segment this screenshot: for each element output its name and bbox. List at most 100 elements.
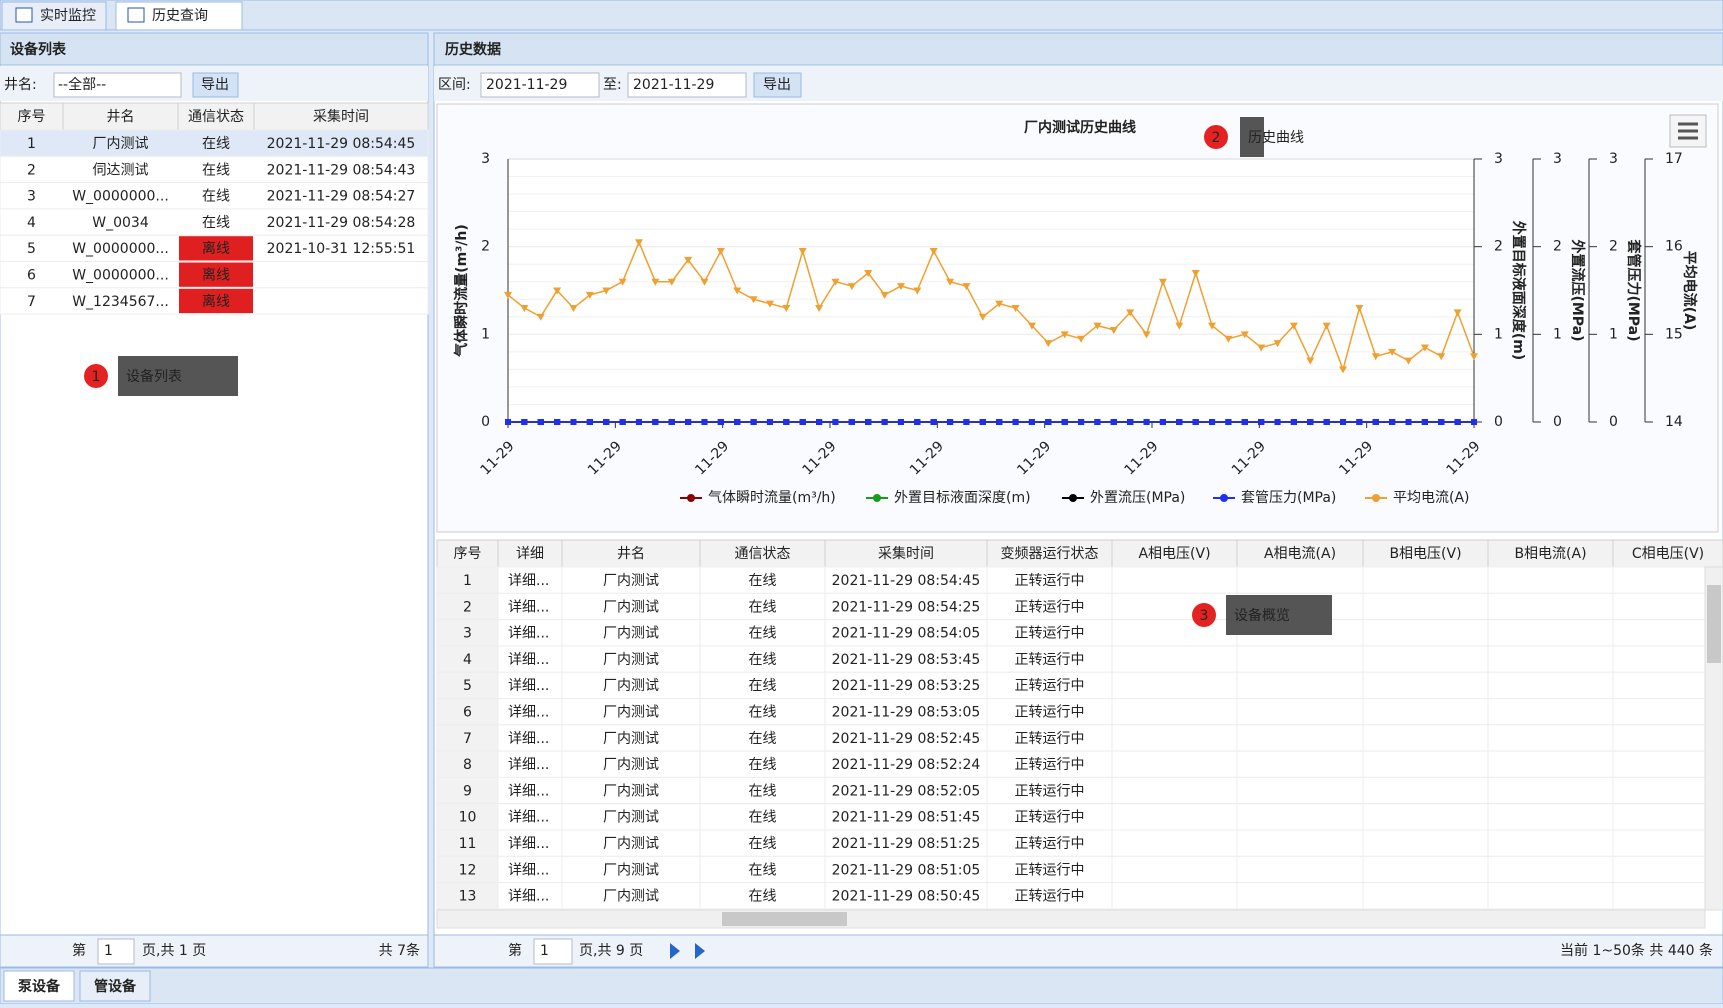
data-point bbox=[914, 419, 921, 425]
table-row[interactable] bbox=[436, 855, 1706, 884]
detail-link[interactable]: 详细... bbox=[508, 626, 549, 642]
cell: 在线 bbox=[202, 189, 230, 205]
table-row[interactable] bbox=[436, 724, 1706, 752]
detail-link[interactable]: 详细... bbox=[508, 889, 549, 905]
data-point bbox=[864, 269, 873, 277]
cell: 2021-11-29 08:53:25 bbox=[832, 678, 981, 694]
detail-link[interactable]: 详细... bbox=[508, 836, 549, 852]
data-point bbox=[832, 419, 839, 425]
legend-marker bbox=[873, 494, 881, 502]
cell: 2021-11-29 08:54:45 bbox=[267, 136, 416, 152]
cell: 正转运行中 bbox=[1015, 889, 1085, 905]
page-input[interactable] bbox=[533, 938, 573, 965]
table-row[interactable] bbox=[436, 750, 1706, 778]
cell: W_0000000... bbox=[72, 268, 169, 284]
date-input[interactable] bbox=[480, 72, 600, 98]
legend-label[interactable]: 平均电流(A) bbox=[1393, 490, 1470, 506]
button[interactable] bbox=[753, 72, 802, 98]
table-row[interactable] bbox=[0, 155, 429, 184]
y2-tick-label: 1 bbox=[1609, 326, 1618, 342]
page-number[interactable]: 1 bbox=[540, 943, 549, 959]
detail-link[interactable]: 详细... bbox=[508, 783, 549, 799]
data-point bbox=[1127, 419, 1134, 425]
data-point bbox=[1224, 335, 1233, 343]
select-value[interactable]: --全部-- bbox=[58, 76, 106, 93]
data-point bbox=[897, 419, 904, 425]
data-point bbox=[1405, 419, 1412, 425]
h-scrollbar bbox=[436, 909, 1706, 929]
table-row[interactable] bbox=[436, 803, 1706, 831]
tab[interactable] bbox=[79, 970, 151, 1002]
callout bbox=[118, 356, 238, 396]
select[interactable] bbox=[53, 72, 182, 98]
data-point bbox=[569, 305, 578, 313]
pager-button[interactable] bbox=[695, 943, 705, 959]
data-point bbox=[1011, 305, 1020, 313]
axis-title: 外置流压(MPa) bbox=[1569, 239, 1586, 341]
table-row[interactable] bbox=[436, 566, 1706, 594]
column-header: 序号 bbox=[18, 109, 46, 125]
legend-label[interactable]: 外置流压(MPa) bbox=[1090, 490, 1185, 506]
page-input[interactable] bbox=[97, 938, 135, 965]
data-point bbox=[978, 313, 987, 321]
badge-number: 2 bbox=[1212, 130, 1221, 146]
axis-title: 气体瞬时流量(m³/h) bbox=[453, 224, 470, 358]
button-label[interactable]: 导出 bbox=[201, 77, 229, 93]
data-point bbox=[847, 283, 856, 291]
table-row[interactable] bbox=[436, 698, 1706, 726]
column-header: B相电流(A) bbox=[1514, 546, 1586, 562]
detail-link[interactable]: 详细... bbox=[508, 810, 549, 826]
cell: 在线 bbox=[749, 783, 777, 799]
detail-link[interactable]: 详细... bbox=[508, 705, 549, 721]
tab-label[interactable]: 实时监控 bbox=[40, 8, 96, 24]
page-number[interactable]: 1 bbox=[104, 943, 113, 959]
data-point bbox=[521, 419, 528, 425]
legend-label[interactable]: 外置目标液面深度(m) bbox=[894, 490, 1031, 506]
legend-label[interactable]: 气体瞬时流量(m³/h) bbox=[708, 490, 836, 506]
v-scroll-thumb[interactable] bbox=[1707, 585, 1721, 663]
legend-label[interactable]: 套管压力(MPa) bbox=[1241, 490, 1336, 506]
cell: 厂内测试 bbox=[603, 678, 659, 694]
table-row[interactable] bbox=[0, 129, 429, 157]
cell: 厂内测试 bbox=[603, 757, 659, 773]
tab[interactable] bbox=[3, 970, 75, 1002]
data-point bbox=[1142, 331, 1151, 339]
detail-link[interactable]: 详细... bbox=[508, 862, 549, 878]
date-value[interactable]: 2021-11-29 bbox=[633, 77, 714, 93]
detail-link[interactable]: 详细... bbox=[508, 757, 549, 773]
label: 井名: bbox=[4, 77, 37, 93]
detail-link[interactable]: 详细... bbox=[508, 599, 549, 615]
table-row[interactable] bbox=[436, 882, 1706, 910]
table-row[interactable] bbox=[436, 619, 1706, 647]
cell: 2021-11-29 08:51:05 bbox=[832, 862, 981, 878]
column-header: 通信状态 bbox=[735, 546, 791, 562]
row-number-cell bbox=[436, 619, 499, 647]
cell: 正转运行中 bbox=[1015, 678, 1085, 694]
cell: 厂内测试 bbox=[603, 599, 659, 615]
tab-label[interactable]: 管设备 bbox=[94, 978, 137, 995]
cell: 2021-11-29 08:52:05 bbox=[832, 783, 981, 799]
data-point bbox=[880, 291, 889, 299]
pager-button[interactable] bbox=[670, 943, 680, 959]
detail-link[interactable]: 详细... bbox=[508, 573, 549, 589]
cell: 正转运行中 bbox=[1015, 652, 1085, 668]
pager-text: 页,共 9 页 bbox=[579, 943, 643, 959]
h-scroll-thumb[interactable] bbox=[722, 912, 847, 926]
data-point bbox=[1094, 419, 1101, 425]
tab-label[interactable]: 泵设备 bbox=[18, 978, 61, 995]
detail-link[interactable]: 详细... bbox=[508, 731, 549, 747]
tab-label[interactable]: 历史查询 bbox=[152, 8, 208, 24]
badge bbox=[1192, 603, 1216, 627]
cell: 在线 bbox=[749, 626, 777, 642]
data-point bbox=[962, 283, 971, 291]
detail-link[interactable]: 详细... bbox=[508, 652, 549, 668]
date-value[interactable]: 2021-11-29 bbox=[486, 77, 567, 93]
data-point bbox=[1438, 419, 1445, 425]
detail-link[interactable]: 详细... bbox=[508, 678, 549, 694]
date-input[interactable] bbox=[627, 72, 747, 98]
status-offline bbox=[179, 288, 253, 314]
data-point bbox=[570, 419, 577, 425]
button-label[interactable]: 导出 bbox=[763, 77, 791, 93]
button[interactable] bbox=[192, 72, 239, 98]
table-row[interactable] bbox=[0, 182, 429, 210]
